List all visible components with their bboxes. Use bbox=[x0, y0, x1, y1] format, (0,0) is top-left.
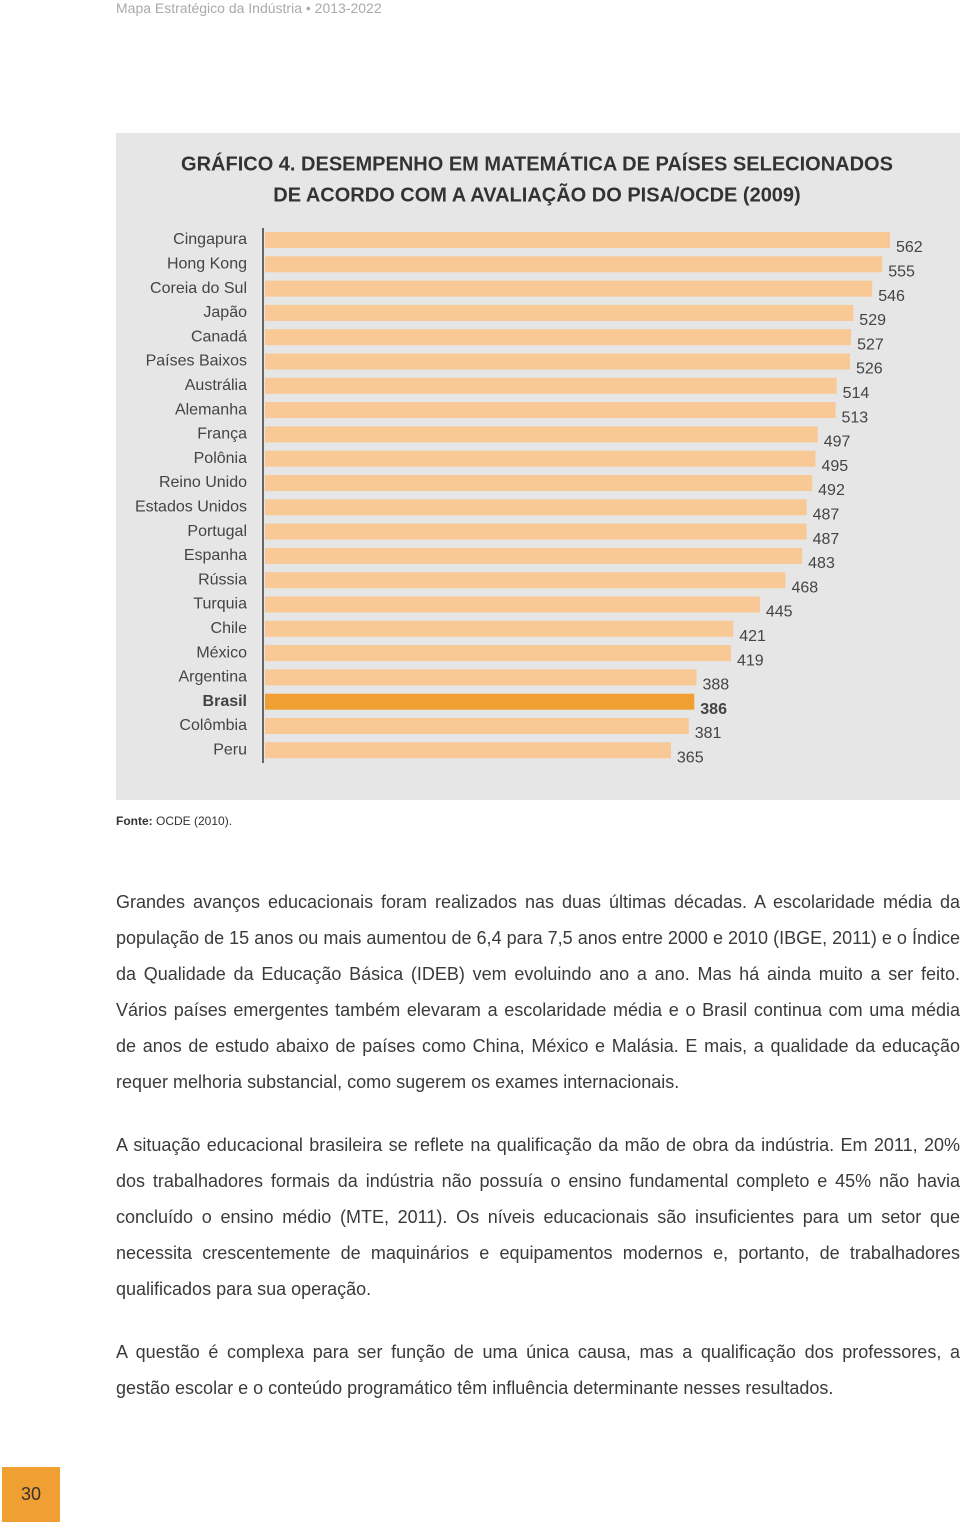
paragraph: A questão é complexa para ser função de … bbox=[116, 1342, 960, 1398]
value-label: 526 bbox=[856, 361, 883, 378]
chart-panel: GRÁFICO 4. DESEMPENHO EM MATEMÁTICA DE P… bbox=[116, 133, 960, 800]
bar bbox=[265, 547, 803, 564]
paragraph: A situação educacional brasileira se ref… bbox=[116, 1135, 960, 1299]
bar bbox=[265, 402, 836, 419]
value-label: 497 bbox=[824, 434, 851, 451]
running-title: Mapa Estratégico da Indústria • 2013-202… bbox=[116, 0, 382, 16]
value-label: 388 bbox=[702, 677, 729, 694]
bar bbox=[265, 645, 731, 662]
value-label: 492 bbox=[818, 482, 845, 499]
category-label: Polônia bbox=[194, 450, 247, 467]
category-label: Portugal bbox=[187, 523, 247, 540]
value-label: 562 bbox=[896, 239, 923, 256]
bar bbox=[265, 742, 671, 759]
value-label: 445 bbox=[766, 604, 793, 621]
value-label: 527 bbox=[857, 336, 884, 353]
value-label: 514 bbox=[843, 385, 870, 402]
source-label: Fonte: bbox=[116, 814, 153, 828]
bar bbox=[265, 426, 818, 443]
category-label: Coreia do Sul bbox=[150, 280, 247, 297]
bar bbox=[265, 329, 852, 346]
value-label: 421 bbox=[739, 628, 766, 645]
category-label: Cingapura bbox=[173, 231, 247, 248]
category-label: Estados Unidos bbox=[135, 499, 247, 516]
bar bbox=[265, 280, 873, 297]
paragraph: Grandes avanços educacionais foram reali… bbox=[116, 892, 960, 1092]
chart-subtitle: DE ACORDO COM A AVALIAÇÃO DO PISA/OCDE (… bbox=[273, 183, 800, 206]
bar bbox=[265, 718, 689, 734]
source: Fonte: OCDE (2010). bbox=[116, 814, 232, 828]
source-text: OCDE (2010). bbox=[156, 814, 233, 828]
value-label: 386 bbox=[700, 701, 727, 718]
bar bbox=[265, 499, 807, 516]
category-label: França bbox=[197, 426, 247, 443]
bar bbox=[265, 256, 883, 273]
value-label: 546 bbox=[878, 288, 905, 305]
category-label: Alemanha bbox=[175, 401, 247, 418]
value-label: 487 bbox=[813, 531, 840, 548]
bar bbox=[265, 475, 813, 491]
category-label: México bbox=[196, 644, 247, 661]
category-label: Chile bbox=[211, 620, 248, 637]
value-label: 555 bbox=[888, 264, 915, 281]
category-label: Reino Unido bbox=[159, 474, 247, 491]
value-label: 529 bbox=[859, 312, 886, 329]
bar bbox=[265, 572, 786, 589]
bar bbox=[265, 669, 697, 686]
bar bbox=[265, 620, 734, 637]
bar bbox=[265, 353, 850, 370]
chart-title: GRÁFICO 4. DESEMPENHO EM MATEMÁTICA DE P… bbox=[181, 152, 893, 175]
category-label: Países Baixos bbox=[146, 353, 247, 370]
category-label: Rússia bbox=[198, 571, 247, 588]
value-label: 487 bbox=[813, 507, 840, 524]
bar bbox=[265, 232, 890, 248]
bar bbox=[265, 304, 854, 321]
page-number: 30 bbox=[2, 1467, 60, 1522]
bar bbox=[265, 596, 760, 613]
category-label: Canadá bbox=[191, 328, 247, 345]
category-label: Argentina bbox=[179, 669, 248, 686]
value-label: 513 bbox=[842, 409, 869, 426]
bar bbox=[265, 450, 816, 467]
value-label: 365 bbox=[677, 750, 704, 767]
category-label: Brasil bbox=[203, 693, 247, 710]
bar bbox=[265, 523, 807, 540]
value-label: 483 bbox=[808, 555, 835, 572]
category-label: Espanha bbox=[184, 547, 247, 564]
category-label: Japão bbox=[203, 304, 247, 321]
chart: GRÁFICO 4. DESEMPENHO EM MATEMÁTICA DE P… bbox=[135, 152, 923, 767]
category-label: Colômbia bbox=[179, 717, 247, 734]
category-label: Turquia bbox=[193, 596, 247, 613]
value-label: 419 bbox=[737, 652, 764, 669]
bar bbox=[265, 377, 837, 394]
category-label: Austrália bbox=[185, 377, 247, 394]
category-label: Hong Kong bbox=[167, 256, 247, 273]
category-label: Peru bbox=[213, 742, 247, 759]
value-label: 495 bbox=[821, 458, 848, 475]
value-label: 381 bbox=[695, 725, 722, 742]
value-label: 468 bbox=[791, 579, 818, 596]
bar bbox=[265, 693, 695, 710]
